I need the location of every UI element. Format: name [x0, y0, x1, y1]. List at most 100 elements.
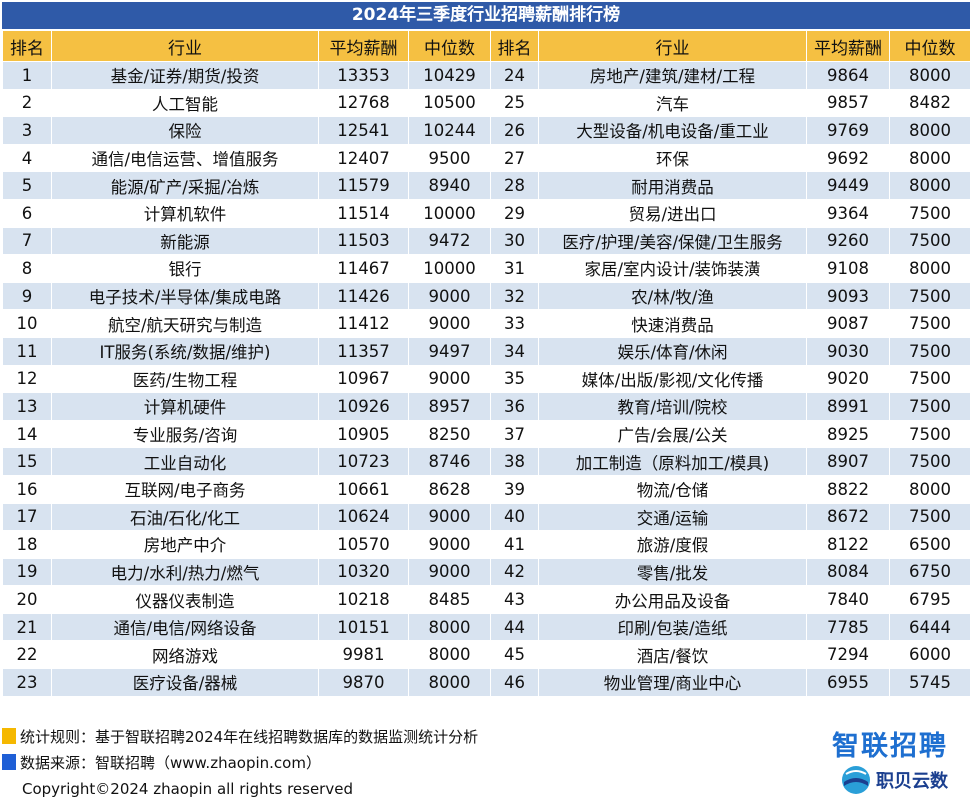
- table-row: 20 仪器仪表制造 10218 8485 43 办公用品及设备 7840 6795: [2, 585, 971, 614]
- rank-cell: 27: [490, 143, 539, 173]
- median-cell: 8000: [889, 61, 971, 90]
- industry-cell: 医药/生物工程: [51, 364, 319, 394]
- median-cell: 6750: [889, 557, 971, 587]
- rank-cell: 24: [490, 61, 539, 90]
- page-title: 2024年三季度行业招聘薪酬排行榜: [2, 2, 970, 29]
- average-salary-cell: 9364: [806, 198, 890, 228]
- table-row: 22 网络游戏 9981 8000 45 酒店/餐饮 7294 6000: [2, 640, 971, 670]
- median-cell: 9472: [408, 226, 491, 256]
- industry-cell: 计算机软件: [51, 198, 319, 228]
- industry-cell: 电力/水利/热力/燃气: [51, 557, 319, 587]
- industry-cell: 酒店/餐饮: [538, 640, 807, 670]
- median-cell: 8485: [408, 585, 491, 614]
- statistics-rule-text: 统计规则：基于智联招聘2024年在线招聘数据库的数据监测统计分析: [20, 728, 479, 746]
- table-row: 17 石油/石化/化工 10624 9000 40 交通/运输 8672 7500: [2, 502, 971, 532]
- average-salary-cell: 12768: [318, 88, 409, 118]
- median-cell: 6795: [889, 585, 971, 614]
- median-cell: 6444: [889, 612, 971, 642]
- median-cell: 8957: [408, 392, 491, 421]
- average-salary-cell: 9857: [806, 88, 890, 118]
- table-row: 1 基金/证券/期货/投资 13353 10429 24 房地产/建筑/建材/工程 9864…: [2, 61, 971, 90]
- median-cell: 9000: [408, 557, 491, 587]
- source-color-marker: [2, 754, 16, 770]
- average-salary-cell: 10967: [318, 364, 409, 394]
- industry-cell: 网络游戏: [51, 640, 319, 670]
- average-salary-cell: 9449: [806, 171, 890, 200]
- rank-cell: 11: [2, 336, 52, 366]
- average-salary-cell: 9093: [806, 281, 890, 311]
- average-salary-cell: 10320: [318, 557, 409, 587]
- industry-cell: 农/林/牧/渔: [538, 281, 807, 311]
- table-row: 23 医疗设备/器械 9870 8000 46 物业管理/商业中心 6955 5745: [2, 668, 971, 697]
- industry-cell: 保险: [51, 116, 319, 145]
- average-salary-cell: 10926: [318, 392, 409, 421]
- average-salary-cell: 9692: [806, 143, 890, 173]
- median-cell: 7500: [889, 226, 971, 256]
- rank-cell: 14: [2, 419, 52, 449]
- rank-cell: 38: [490, 447, 539, 476]
- average-salary-cell: 7785: [806, 612, 890, 642]
- median-cell: 8628: [408, 474, 491, 504]
- salary-ranking-table: 排名 行业 平均薪酬 中位数 排名 行业 平均薪酬 中位数 1 基金/证券/期货/…: [2, 30, 971, 697]
- average-salary-cell: 8907: [806, 447, 890, 476]
- industry-cell: 通信/电信运营、增值服务: [51, 143, 319, 173]
- table-row: 6 计算机软件 11514 10000 29 贸易/进出口 9364 7500: [2, 198, 971, 228]
- average-salary-cell: 13353: [318, 61, 409, 90]
- median-cell: 8000: [889, 254, 971, 283]
- industry-cell: 房地产中介: [51, 530, 319, 559]
- industry-cell: 计算机硬件: [51, 392, 319, 421]
- median-cell: 10500: [408, 88, 491, 118]
- industry-cell: 物流/仓储: [538, 474, 807, 504]
- average-salary-cell: 10905: [318, 419, 409, 449]
- median-cell: 10244: [408, 116, 491, 145]
- industry-cell: 新能源: [51, 226, 319, 256]
- average-salary-cell: 9769: [806, 116, 890, 145]
- industry-cell: 媒体/出版/影视/文化传播: [538, 364, 807, 394]
- header-rank: 排名: [490, 30, 539, 62]
- median-cell: 10000: [408, 198, 491, 228]
- table-row: 21 通信/电信/网络设备 10151 8000 44 印刷/包装/造纸 7785 6444: [2, 612, 971, 642]
- industry-cell: 教育/培训/院校: [538, 392, 807, 421]
- industry-cell: 工业自动化: [51, 447, 319, 476]
- median-cell: 8482: [889, 88, 971, 118]
- table-row: 4 通信/电信运营、增值服务 12407 9500 27 环保 9692 8000: [2, 143, 971, 173]
- industry-cell: 通信/电信/网络设备: [51, 612, 319, 642]
- rank-cell: 35: [490, 364, 539, 394]
- average-salary-cell: 10661: [318, 474, 409, 504]
- median-cell: 8940: [408, 171, 491, 200]
- median-cell: 8000: [408, 668, 491, 697]
- average-salary-cell: 9108: [806, 254, 890, 283]
- rank-cell: 8: [2, 254, 52, 283]
- table-row: 7 新能源 11503 9472 30 医疗/护理/美容/保健/卫生服务 9260 7500: [2, 226, 971, 256]
- average-salary-cell: 11467: [318, 254, 409, 283]
- header-average-salary: 平均薪酬: [806, 30, 890, 62]
- header-median: 中位数: [408, 30, 491, 62]
- rank-cell: 2: [2, 88, 52, 118]
- industry-cell: 环保: [538, 143, 807, 173]
- industry-cell: 银行: [51, 254, 319, 283]
- table-row: 12 医药/生物工程 10967 9000 35 媒体/出版/影视/文化传播 9020 750…: [2, 364, 971, 394]
- average-salary-cell: 7840: [806, 585, 890, 614]
- globe-icon: [842, 766, 870, 794]
- industry-cell: 仪器仪表制造: [51, 585, 319, 614]
- table-row: 14 专业服务/咨询 10905 8250 37 广告/会展/公关 8925 7500: [2, 419, 971, 449]
- table-row: 5 能源/矿产/采掘/冶炼 11579 8940 28 耐用消费品 9449 8000: [2, 171, 971, 200]
- median-cell: 7500: [889, 364, 971, 394]
- rank-cell: 31: [490, 254, 539, 283]
- rank-cell: 3: [2, 116, 52, 145]
- industry-cell: 办公用品及设备: [538, 585, 807, 614]
- average-salary-cell: 9981: [318, 640, 409, 670]
- rank-cell: 16: [2, 474, 52, 504]
- industry-cell: 石油/石化/化工: [51, 502, 319, 532]
- industry-cell: 旅游/度假: [538, 530, 807, 559]
- industry-cell: 汽车: [538, 88, 807, 118]
- median-cell: 8000: [408, 612, 491, 642]
- median-cell: 7500: [889, 419, 971, 449]
- industry-cell: 航空/航天研究与制造: [51, 309, 319, 338]
- industry-cell: IT服务(系统/数据/维护): [51, 336, 319, 366]
- average-salary-cell: 9030: [806, 336, 890, 366]
- average-salary-cell: 8672: [806, 502, 890, 532]
- table-header-row: 排名 行业 平均薪酬 中位数 排名 行业 平均薪酬 中位数: [2, 30, 971, 62]
- rank-cell: 10: [2, 309, 52, 338]
- rank-cell: 22: [2, 640, 52, 670]
